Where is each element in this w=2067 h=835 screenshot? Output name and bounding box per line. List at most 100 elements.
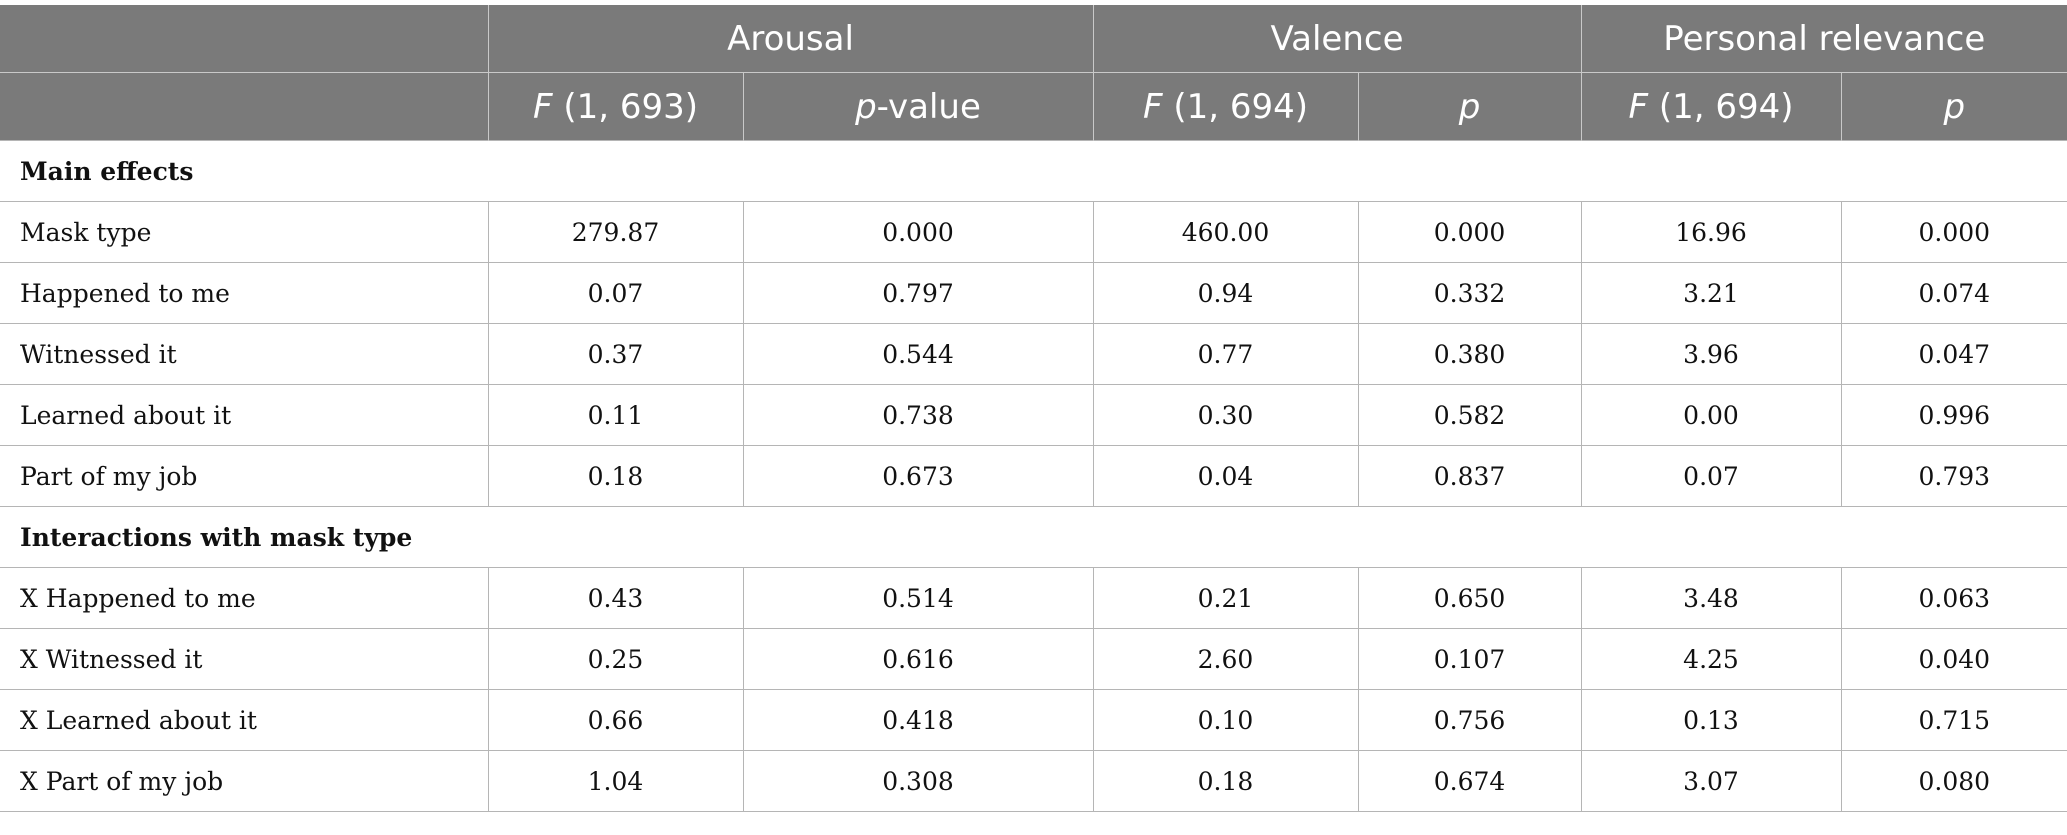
header-corner [0, 5, 489, 73]
stat-symbol: p [855, 86, 877, 127]
row-label: X Learned about it [0, 689, 489, 751]
cell-value: 3.48 [1580, 567, 1842, 629]
cell-value: 0.837 [1357, 445, 1582, 507]
cell-value: 0.616 [742, 628, 1094, 690]
cell-value: 0.107 [1357, 628, 1582, 690]
cell-value: 0.797 [742, 262, 1094, 324]
section-title: Interactions with mask type [0, 506, 2067, 568]
header-valence-f: F (1, 694) [1092, 72, 1359, 141]
header-relevance-f: F (1, 694) [1580, 72, 1842, 141]
cell-value: 0.37 [487, 323, 744, 385]
stat-df: (1, 694) [1162, 86, 1309, 127]
cell-value: 0.10 [1092, 689, 1359, 751]
table-header: Arousal Valence Personal relevance F (1,… [0, 5, 2067, 141]
cell-value: 0.040 [1840, 628, 2067, 690]
cell-value: 2.60 [1092, 628, 1359, 690]
cell-value: 0.18 [1092, 750, 1359, 812]
header-arousal-p: p-value [742, 72, 1094, 141]
cell-value: 460.00 [1092, 201, 1359, 263]
cell-value: 0.00 [1580, 384, 1842, 446]
statistics-table: Arousal Valence Personal relevance F (1,… [0, 5, 2067, 812]
stat-df: (1, 694) [1648, 86, 1794, 127]
cell-value: 0.000 [1357, 201, 1582, 263]
stat-suffix: -value [876, 86, 981, 127]
cell-value: 0.650 [1357, 567, 1582, 629]
section-title: Main effects [0, 140, 2067, 202]
row-label: Mask type [0, 201, 489, 263]
cell-value: 4.25 [1580, 628, 1842, 690]
table-row: Mask type 279.87 0.000 460.00 0.000 16.96 0.00… [0, 201, 2067, 263]
stat-symbol: F [532, 86, 553, 127]
cell-value: 0.756 [1357, 689, 1582, 751]
cell-value: 0.11 [487, 384, 744, 446]
table-row: Witnessed it 0.37 0.544 0.77 0.380 3.96 0.047 [0, 323, 2067, 385]
stat-symbol: F [1628, 86, 1649, 127]
cell-value: 3.21 [1580, 262, 1842, 324]
row-label: X Happened to me [0, 567, 489, 629]
header-sub-corner [0, 72, 489, 141]
cell-value: 0.674 [1357, 750, 1582, 812]
cell-value: 0.544 [742, 323, 1094, 385]
table-body: Main effects Mask type 279.87 0.000 460.00 0.… [0, 140, 2067, 812]
table-row: Happened to me 0.07 0.797 0.94 0.332 3.21 0.07… [0, 262, 2067, 324]
header-valence-p: p [1357, 72, 1582, 141]
cell-value: 0.996 [1840, 384, 2067, 446]
cell-value: 0.074 [1840, 262, 2067, 324]
stat-symbol: F [1142, 86, 1163, 127]
row-label: Witnessed it [0, 323, 489, 385]
stat-symbol: p [1943, 86, 1966, 127]
cell-value: 0.514 [742, 567, 1094, 629]
cell-value: 0.18 [487, 445, 744, 507]
row-label: Part of my job [0, 445, 489, 507]
cell-value: 0.25 [487, 628, 744, 690]
row-label: Learned about it [0, 384, 489, 446]
cell-value: 0.77 [1092, 323, 1359, 385]
cell-value: 0.418 [742, 689, 1094, 751]
cell-value: 0.063 [1840, 567, 2067, 629]
cell-value: 0.66 [487, 689, 744, 751]
row-label: X Part of my job [0, 750, 489, 812]
header-group-arousal: Arousal [487, 5, 1094, 73]
cell-value: 0.332 [1357, 262, 1582, 324]
cell-value: 0.94 [1092, 262, 1359, 324]
stat-df: (1, 693) [552, 86, 699, 127]
cell-value: 0.738 [742, 384, 1094, 446]
table-row: X Learned about it 0.66 0.418 0.10 0.756 0.13… [0, 689, 2067, 751]
cell-value: 0.04 [1092, 445, 1359, 507]
cell-value: 0.582 [1357, 384, 1582, 446]
table-row: Learned about it 0.11 0.738 0.30 0.582 0.00 0.… [0, 384, 2067, 446]
cell-value: 0.715 [1840, 689, 2067, 751]
cell-value: 0.047 [1840, 323, 2067, 385]
cell-value: 0.308 [742, 750, 1094, 812]
section-header-row: Main effects [0, 140, 2067, 202]
cell-value: 0.30 [1092, 384, 1359, 446]
table-row: Part of my job 0.18 0.673 0.04 0.837 0.07 0.79… [0, 445, 2067, 507]
header-sub-row: F (1, 693) p-value F (1, 694) p F (1, 69… [0, 72, 2067, 141]
table-row: X Happened to me 0.43 0.514 0.21 0.650 3.48 0.… [0, 567, 2067, 629]
cell-value: 0.000 [1840, 201, 2067, 263]
header-relevance-p: p [1840, 72, 2067, 141]
header-group-row: Arousal Valence Personal relevance [0, 5, 2067, 73]
row-label: Happened to me [0, 262, 489, 324]
cell-value: 0.21 [1092, 567, 1359, 629]
cell-value: 16.96 [1580, 201, 1842, 263]
cell-value: 279.87 [487, 201, 744, 263]
header-arousal-f: F (1, 693) [487, 72, 744, 141]
cell-value: 0.673 [742, 445, 1094, 507]
cell-value: 1.04 [487, 750, 744, 812]
table-row: X Part of my job 1.04 0.308 0.18 0.674 3.07 0.… [0, 750, 2067, 812]
cell-value: 0.07 [1580, 445, 1842, 507]
cell-value: 0.43 [487, 567, 744, 629]
cell-value: 0.07 [487, 262, 744, 324]
cell-value: 0.380 [1357, 323, 1582, 385]
cell-value: 0.13 [1580, 689, 1842, 751]
header-group-valence: Valence [1092, 5, 1582, 73]
stat-symbol: p [1458, 86, 1481, 127]
table-row: X Witnessed it 0.25 0.616 2.60 0.107 4.25 0.04… [0, 628, 2067, 690]
cell-value: 0.000 [742, 201, 1094, 263]
cell-value: 3.96 [1580, 323, 1842, 385]
section-header-row: Interactions with mask type [0, 506, 2067, 568]
cell-value: 3.07 [1580, 750, 1842, 812]
cell-value: 0.793 [1840, 445, 2067, 507]
cell-value: 0.080 [1840, 750, 2067, 812]
